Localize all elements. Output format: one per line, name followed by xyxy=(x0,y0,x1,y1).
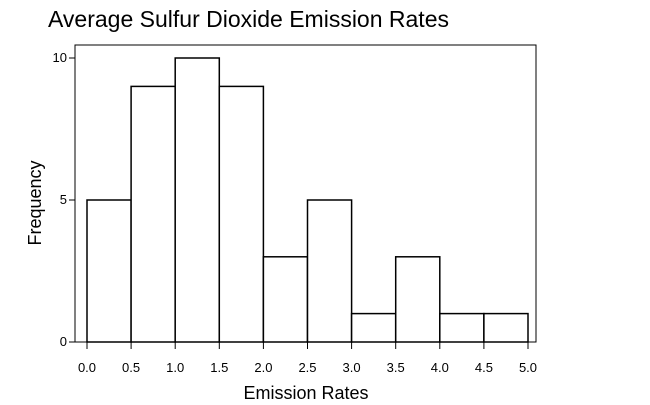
x-tick-label: 2.5 xyxy=(298,360,316,375)
x-tick-label: 4.5 xyxy=(475,360,493,375)
x-tick-label: 0.5 xyxy=(122,360,140,375)
chart-title: Average Sulfur Dioxide Emission Rates xyxy=(48,6,449,32)
y-axis-label: Frequency xyxy=(25,160,45,245)
x-tick-label: 5.0 xyxy=(519,360,537,375)
x-tick-label: 4.0 xyxy=(431,360,449,375)
x-axis-label: Emission Rates xyxy=(243,383,368,403)
histogram-bar xyxy=(86,199,132,343)
histogram-bar xyxy=(483,312,529,343)
histogram-bar xyxy=(350,312,397,343)
y-tick-label: 5 xyxy=(60,192,67,207)
x-axis: 0.0 0.5 1.0 1.5 2.0 2.5 3.0 3.5 4.0 4.5 5.0 xyxy=(78,342,537,375)
y-tick-label: 0 xyxy=(60,334,67,349)
histogram-bar xyxy=(262,256,309,343)
x-tick-label: 2.0 xyxy=(254,360,272,375)
histogram-bar xyxy=(394,256,441,343)
x-tick-label: 0.0 xyxy=(78,360,96,375)
histogram-bar xyxy=(439,312,485,343)
y-axis: 0 5 10 xyxy=(53,50,75,349)
x-tick-label: 3.0 xyxy=(343,360,361,375)
y-tick-label: 10 xyxy=(53,50,67,65)
x-tick-label: 1.0 xyxy=(166,360,184,375)
histogram-bar xyxy=(306,199,353,343)
x-tick-label: 1.5 xyxy=(210,360,228,375)
bars-group xyxy=(86,57,529,343)
x-tick-label: 3.5 xyxy=(387,360,405,375)
histogram-bar xyxy=(218,85,265,343)
histogram-bar xyxy=(130,85,176,343)
histogram-bar xyxy=(174,57,221,343)
